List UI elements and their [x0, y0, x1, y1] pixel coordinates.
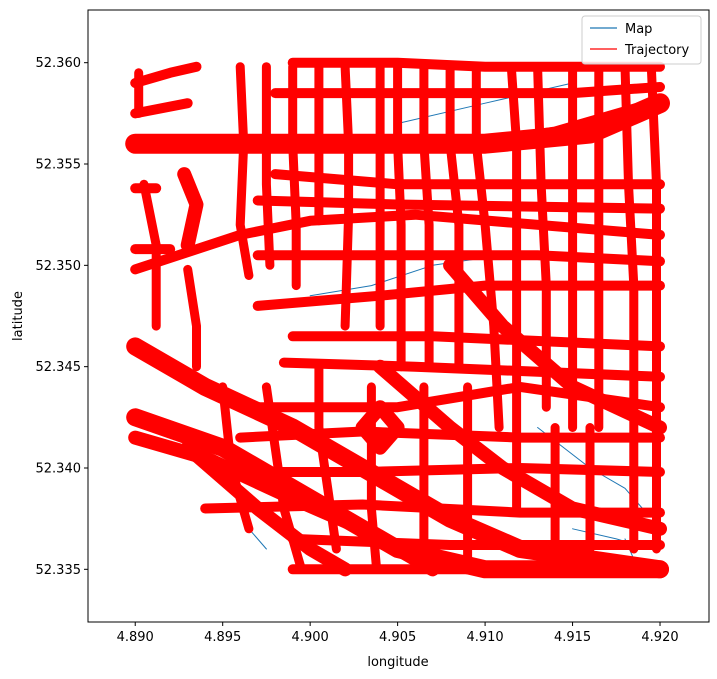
trajectory-segment	[278, 357, 665, 382]
x-axis-ticks: 4.890 4.895 4.900 4.905 4.910 4.915 4.920	[117, 622, 679, 645]
legend-map-label: Map	[625, 22, 652, 37]
trajectory-segment	[130, 61, 202, 88]
x-tick-label: 4.920	[641, 630, 678, 645]
trajectory-series	[125, 57, 670, 579]
trajectory-segment	[177, 167, 204, 253]
trajectory-segment	[445, 62, 464, 372]
y-tick-label: 52.350	[36, 259, 82, 274]
trajectory-segment	[471, 62, 504, 432]
trajectory-segment	[646, 62, 661, 554]
trajectory-segment	[620, 62, 639, 554]
trajectory-segment	[393, 62, 406, 372]
trajectory-segment	[126, 337, 669, 579]
y-tick-label: 52.345	[36, 360, 82, 375]
x-tick-label: 4.895	[204, 630, 241, 645]
trajectory-segment	[506, 62, 522, 513]
plot-frame	[87, 9, 710, 623]
trajectory-segment	[443, 258, 667, 435]
trajectory-segment	[340, 62, 354, 331]
y-tick-label: 52.355	[36, 158, 82, 173]
trajectory-segment	[288, 62, 301, 291]
x-axis-label: longitude	[367, 655, 428, 670]
trajectory-segment	[126, 408, 669, 579]
trajectory-segment	[180, 440, 353, 577]
trajectory-segment	[130, 209, 665, 275]
y-tick-label: 52.340	[36, 461, 82, 476]
trajectory-segment	[235, 62, 254, 280]
trajectory-segment	[139, 179, 161, 331]
y-axis-label: latitude	[11, 291, 26, 341]
trajectory-segment	[355, 400, 405, 455]
legend-trajectory-label: Trajectory	[624, 43, 689, 58]
x-tick-label: 4.915	[554, 630, 591, 645]
x-tick-label: 4.900	[292, 630, 329, 645]
trajectory-segment	[419, 62, 434, 372]
y-axis-ticks: 52.335 52.340 52.345 52.350 52.355 52.360	[36, 56, 88, 578]
trajectory-segment	[183, 264, 201, 372]
y-tick-label: 52.360	[36, 56, 82, 71]
y-tick-label: 52.335	[36, 563, 82, 578]
x-tick-label: 4.905	[379, 630, 416, 645]
trajectory-segment	[130, 98, 193, 119]
trajectory-segment	[533, 62, 551, 412]
x-tick-label: 4.890	[117, 630, 154, 645]
trajectory-segment	[261, 62, 275, 270]
trajectory-segment	[125, 93, 670, 154]
x-tick-label: 4.910	[466, 630, 503, 645]
legend: Map Trajectory	[581, 15, 702, 65]
trajectory-segment	[270, 82, 665, 99]
trajectory-segment	[373, 359, 667, 536]
